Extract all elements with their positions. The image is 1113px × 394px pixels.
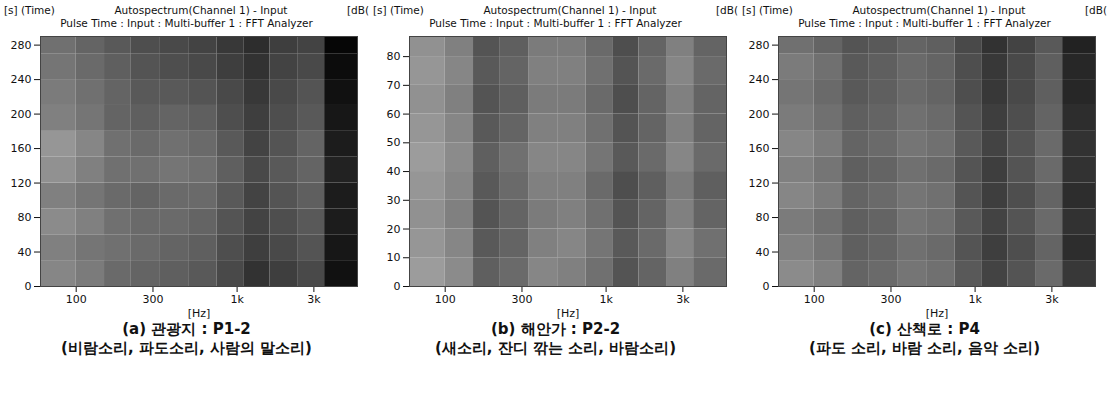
svg-text:300: 300 [142, 293, 163, 306]
svg-text:3k: 3k [676, 293, 690, 306]
svg-text:120: 120 [749, 177, 770, 190]
html-text:(새소리, 잔디 깎는 소리, 바람소리): (새소리, 잔디 깎는 소리, 바람소리) [435, 339, 676, 357]
svg-text:80: 80 [18, 211, 32, 224]
svg-text:[Hz]: [Hz] [926, 307, 949, 320]
svg-text:70: 70 [387, 79, 401, 92]
html-text:[dB(: [dB( [715, 4, 738, 16]
html-text:[s] (Time): [s] (Time) [742, 4, 793, 16]
svg-text:40: 40 [18, 246, 32, 259]
svg-text:3k: 3k [1045, 293, 1059, 306]
svg-text:120: 120 [11, 177, 32, 190]
html-text:(c) 산책로 : P4: (c) 산책로 : P4 [869, 320, 980, 338]
svg-text:50: 50 [387, 136, 401, 149]
html-text:Pulse Time : Input : Multi-buf: Pulse Time : Input : Multi-buffer 1 : FF… [798, 17, 1051, 29]
svg-text:160: 160 [749, 142, 770, 155]
svg-text:160: 160 [11, 142, 32, 155]
svg-text:30: 30 [387, 194, 401, 207]
html-text:(a) 관광지 : P1-2: (a) 관광지 : P1-2 [122, 320, 251, 338]
svg-text:240: 240 [749, 73, 770, 86]
svg-text:280: 280 [749, 39, 770, 52]
svg-text:1k: 1k [599, 293, 613, 306]
html-text:[s] (Time): [s] (Time) [4, 4, 55, 16]
html-text:Autospectrum(Channel 1) - Inpu: Autospectrum(Channel 1) - Input [852, 4, 1026, 16]
svg-text:240: 240 [11, 73, 32, 86]
html-text:(파도 소리, 바람 소리, 음악 소리): (파도 소리, 바람 소리, 음악 소리) [808, 339, 1041, 357]
html-text:(b) 해안가 : P2-2: (b) 해안가 : P2-2 [490, 320, 621, 338]
html-text:(비람소리, 파도소리, 사람의 말소리): (비람소리, 파도소리, 사람의 말소리) [61, 339, 312, 357]
svg-text:0: 0 [763, 280, 770, 293]
svg-text:280: 280 [11, 39, 32, 52]
svg-text:300: 300 [511, 293, 532, 306]
svg-text:[Hz]: [Hz] [188, 307, 211, 320]
svg-text:80: 80 [387, 50, 401, 63]
svg-text:20: 20 [387, 223, 401, 236]
svg-text:0: 0 [25, 280, 32, 293]
svg-text:1k: 1k [968, 293, 982, 306]
svg-text:10: 10 [387, 251, 401, 264]
html-text:Autospectrum(Channel 1) - Inpu: Autospectrum(Channel 1) - Input [114, 4, 288, 16]
svg-text:100: 100 [66, 293, 87, 306]
svg-text:300: 300 [880, 293, 901, 306]
html-text:[dB(: [dB( [346, 4, 369, 16]
svg-text:3k: 3k [307, 293, 321, 306]
svg-text:40: 40 [756, 246, 770, 259]
svg-text:60: 60 [387, 108, 401, 121]
html-text:Pulse Time : Input : Multi-buf: Pulse Time : Input : Multi-buffer 1 : FF… [60, 17, 313, 29]
svg-text:200: 200 [11, 108, 32, 121]
svg-text:100: 100 [804, 293, 825, 306]
svg-text:1k: 1k [230, 293, 244, 306]
svg-text:200: 200 [749, 108, 770, 121]
svg-text:[Hz]: [Hz] [557, 307, 580, 320]
svg-text:40: 40 [387, 165, 401, 178]
html-text:Autospectrum(Channel 1) - Inpu: Autospectrum(Channel 1) - Input [483, 4, 657, 16]
svg-text:80: 80 [756, 211, 770, 224]
svg-text:0: 0 [394, 280, 401, 293]
svg-text:100: 100 [435, 293, 456, 306]
html-text:[dB(: [dB( [1084, 4, 1107, 16]
html-text:Pulse Time : Input : Multi-buf: Pulse Time : Input : Multi-buffer 1 : FF… [429, 17, 682, 29]
html-text:[s] (Time): [s] (Time) [373, 4, 424, 16]
